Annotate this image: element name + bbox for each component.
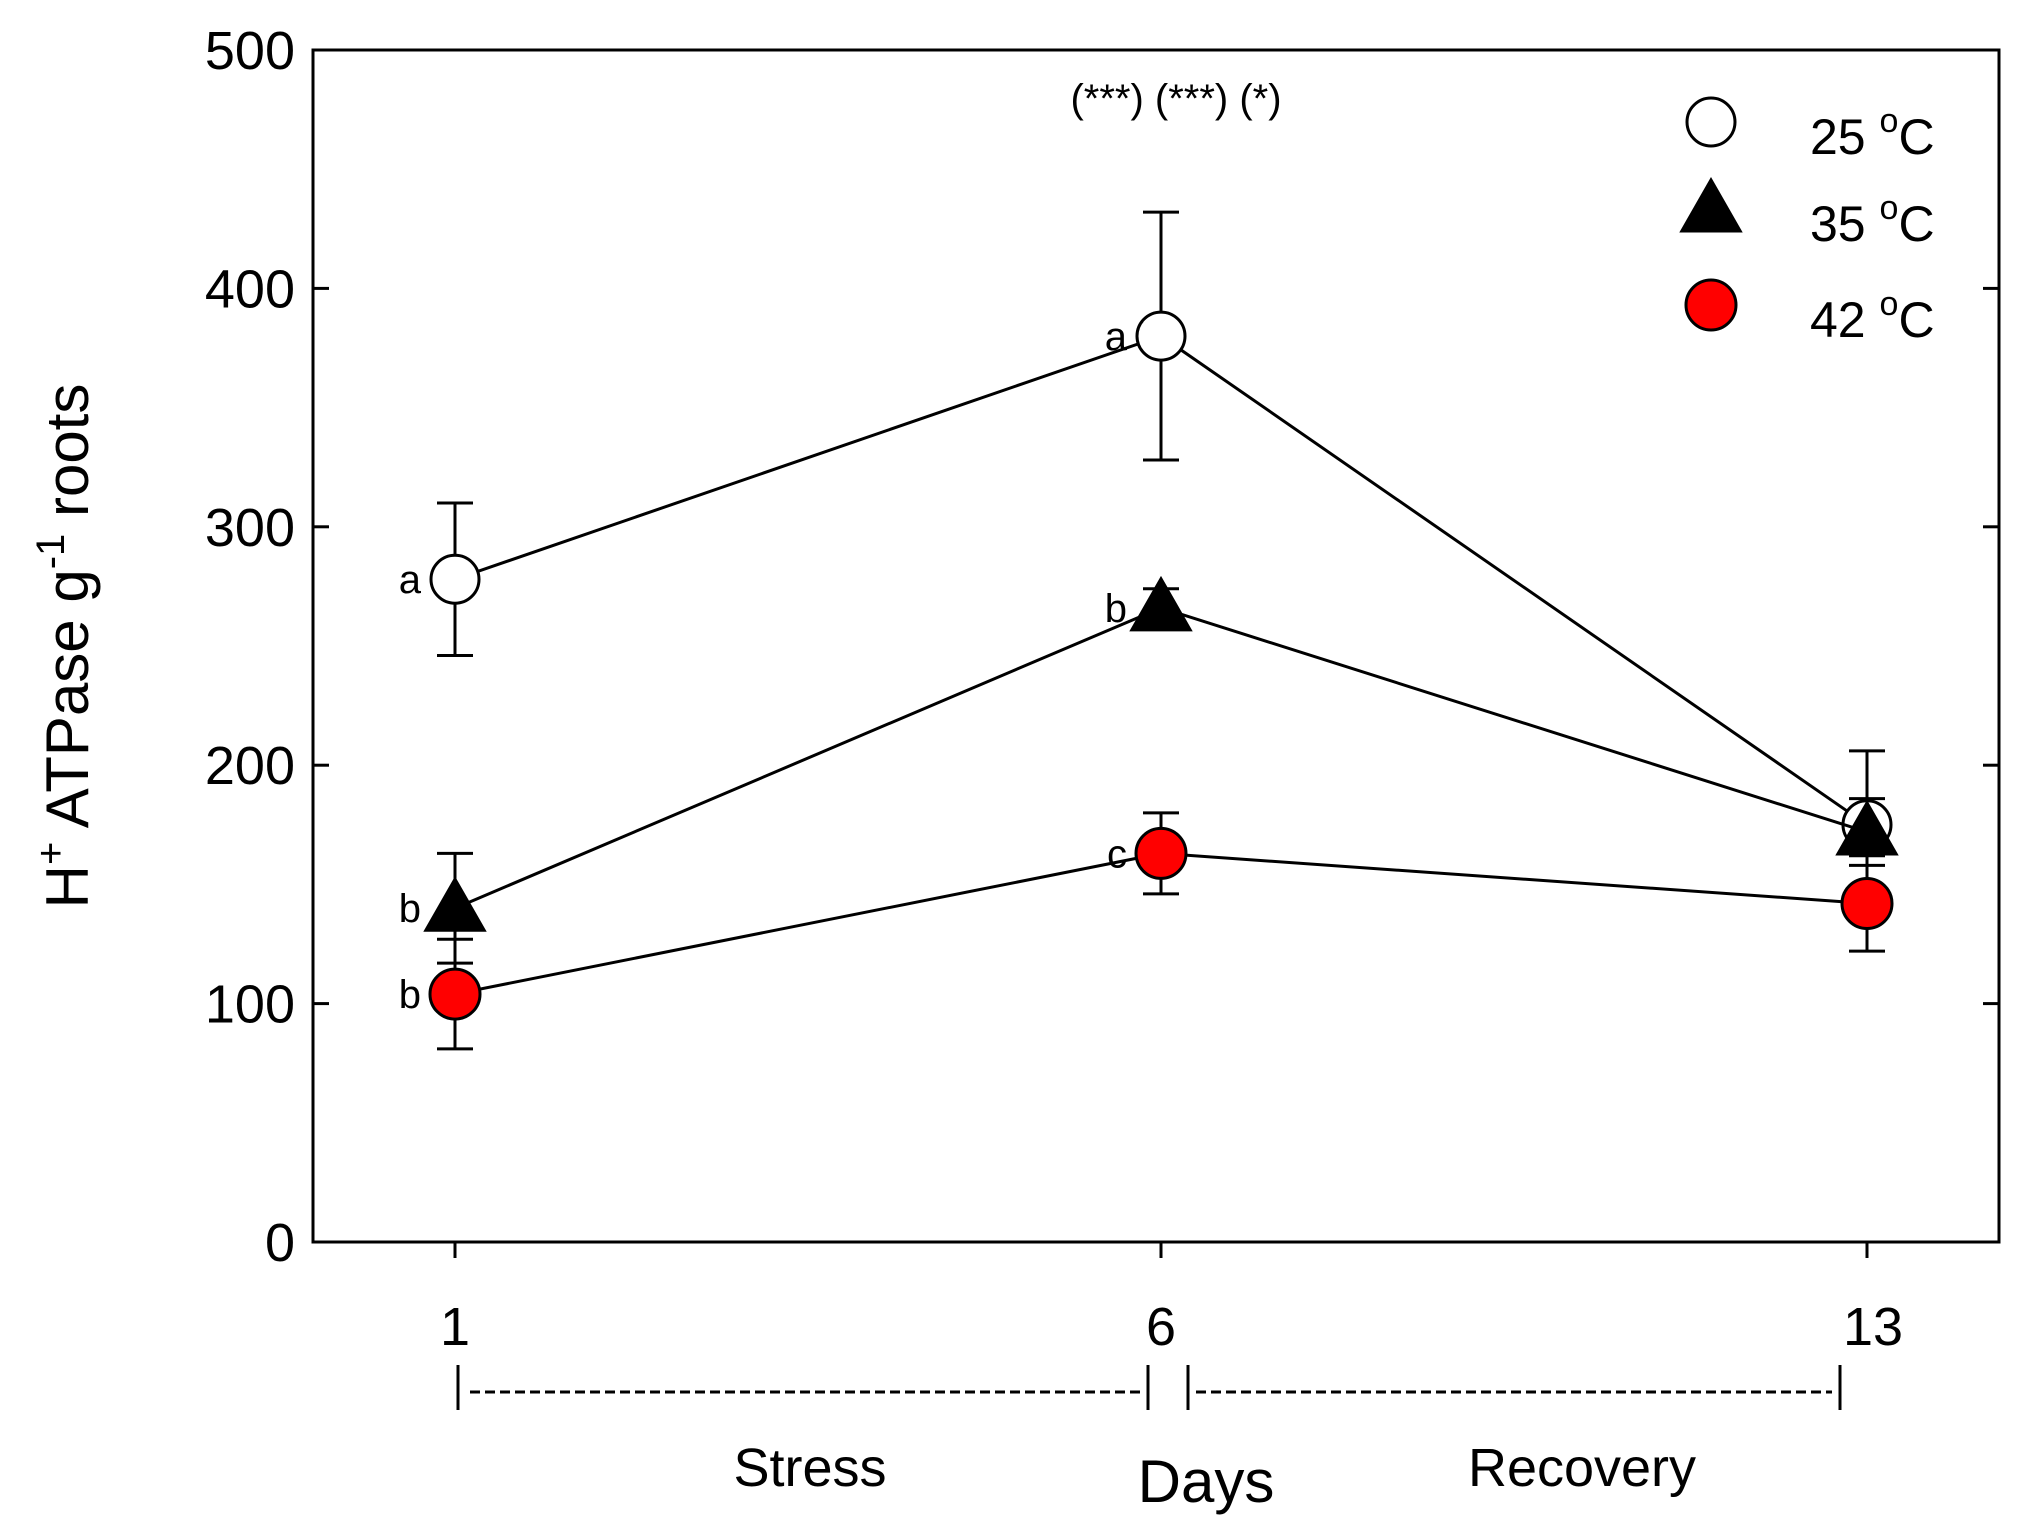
x-tick-label: 6 — [1146, 1297, 1176, 1357]
y-tick-label: 300 — [205, 498, 295, 558]
period-bracket — [456, 1365, 1842, 1410]
significance-letter: b — [1105, 587, 1127, 631]
data-point — [428, 967, 482, 1021]
data-point — [1135, 310, 1187, 362]
significance-letter: a — [1105, 315, 1128, 359]
y-tick-label: 400 — [205, 259, 295, 319]
legend-marker — [1685, 96, 1737, 148]
significance-letter: b — [399, 973, 421, 1017]
y-tick-label: 0 — [265, 1213, 295, 1273]
y-tick-label: 200 — [205, 736, 295, 796]
period-stress-label: Stress — [733, 1438, 886, 1498]
y-tick-label: 100 — [205, 975, 295, 1035]
significance-letter: a — [399, 558, 422, 602]
legend-label: 35 oC — [1810, 189, 1935, 252]
significance-letter: c — [1107, 832, 1127, 876]
series-2: bb — [399, 575, 1899, 965]
data-point — [1840, 876, 1894, 930]
series-1: aa — [399, 210, 1893, 901]
data-point — [423, 876, 487, 932]
x-axis-title: Days — [1138, 1448, 1275, 1515]
legend-label: 42 oC — [1810, 285, 1935, 348]
plot-frame — [311, 48, 2001, 1244]
x-tick-label: 13 — [1843, 1297, 1903, 1357]
data-point — [429, 553, 481, 605]
significance-letter: b — [399, 887, 421, 931]
y-axis-title: H+ ATPase g-1 roots — [29, 384, 101, 909]
legend: 25 oC 35 oC 42 oC — [1679, 96, 1935, 348]
data-point — [1129, 575, 1193, 632]
period-recovery-label: Recovery — [1468, 1438, 1696, 1498]
y-tick-label: 500 — [205, 21, 295, 81]
data-point — [1134, 826, 1188, 880]
legend-marker — [1679, 176, 1743, 233]
legend-marker — [1684, 278, 1738, 332]
y-axis: 0 100 200 300 400 500 — [205, 21, 1999, 1273]
significance-annotation: (***) (***) (*) — [1070, 77, 1281, 121]
series-3: bc — [399, 811, 1894, 1051]
x-axis: 1 6 13 — [440, 1242, 1903, 1357]
x-tick-label: 1 — [440, 1297, 470, 1357]
legend-label: 25 oC — [1810, 102, 1935, 165]
